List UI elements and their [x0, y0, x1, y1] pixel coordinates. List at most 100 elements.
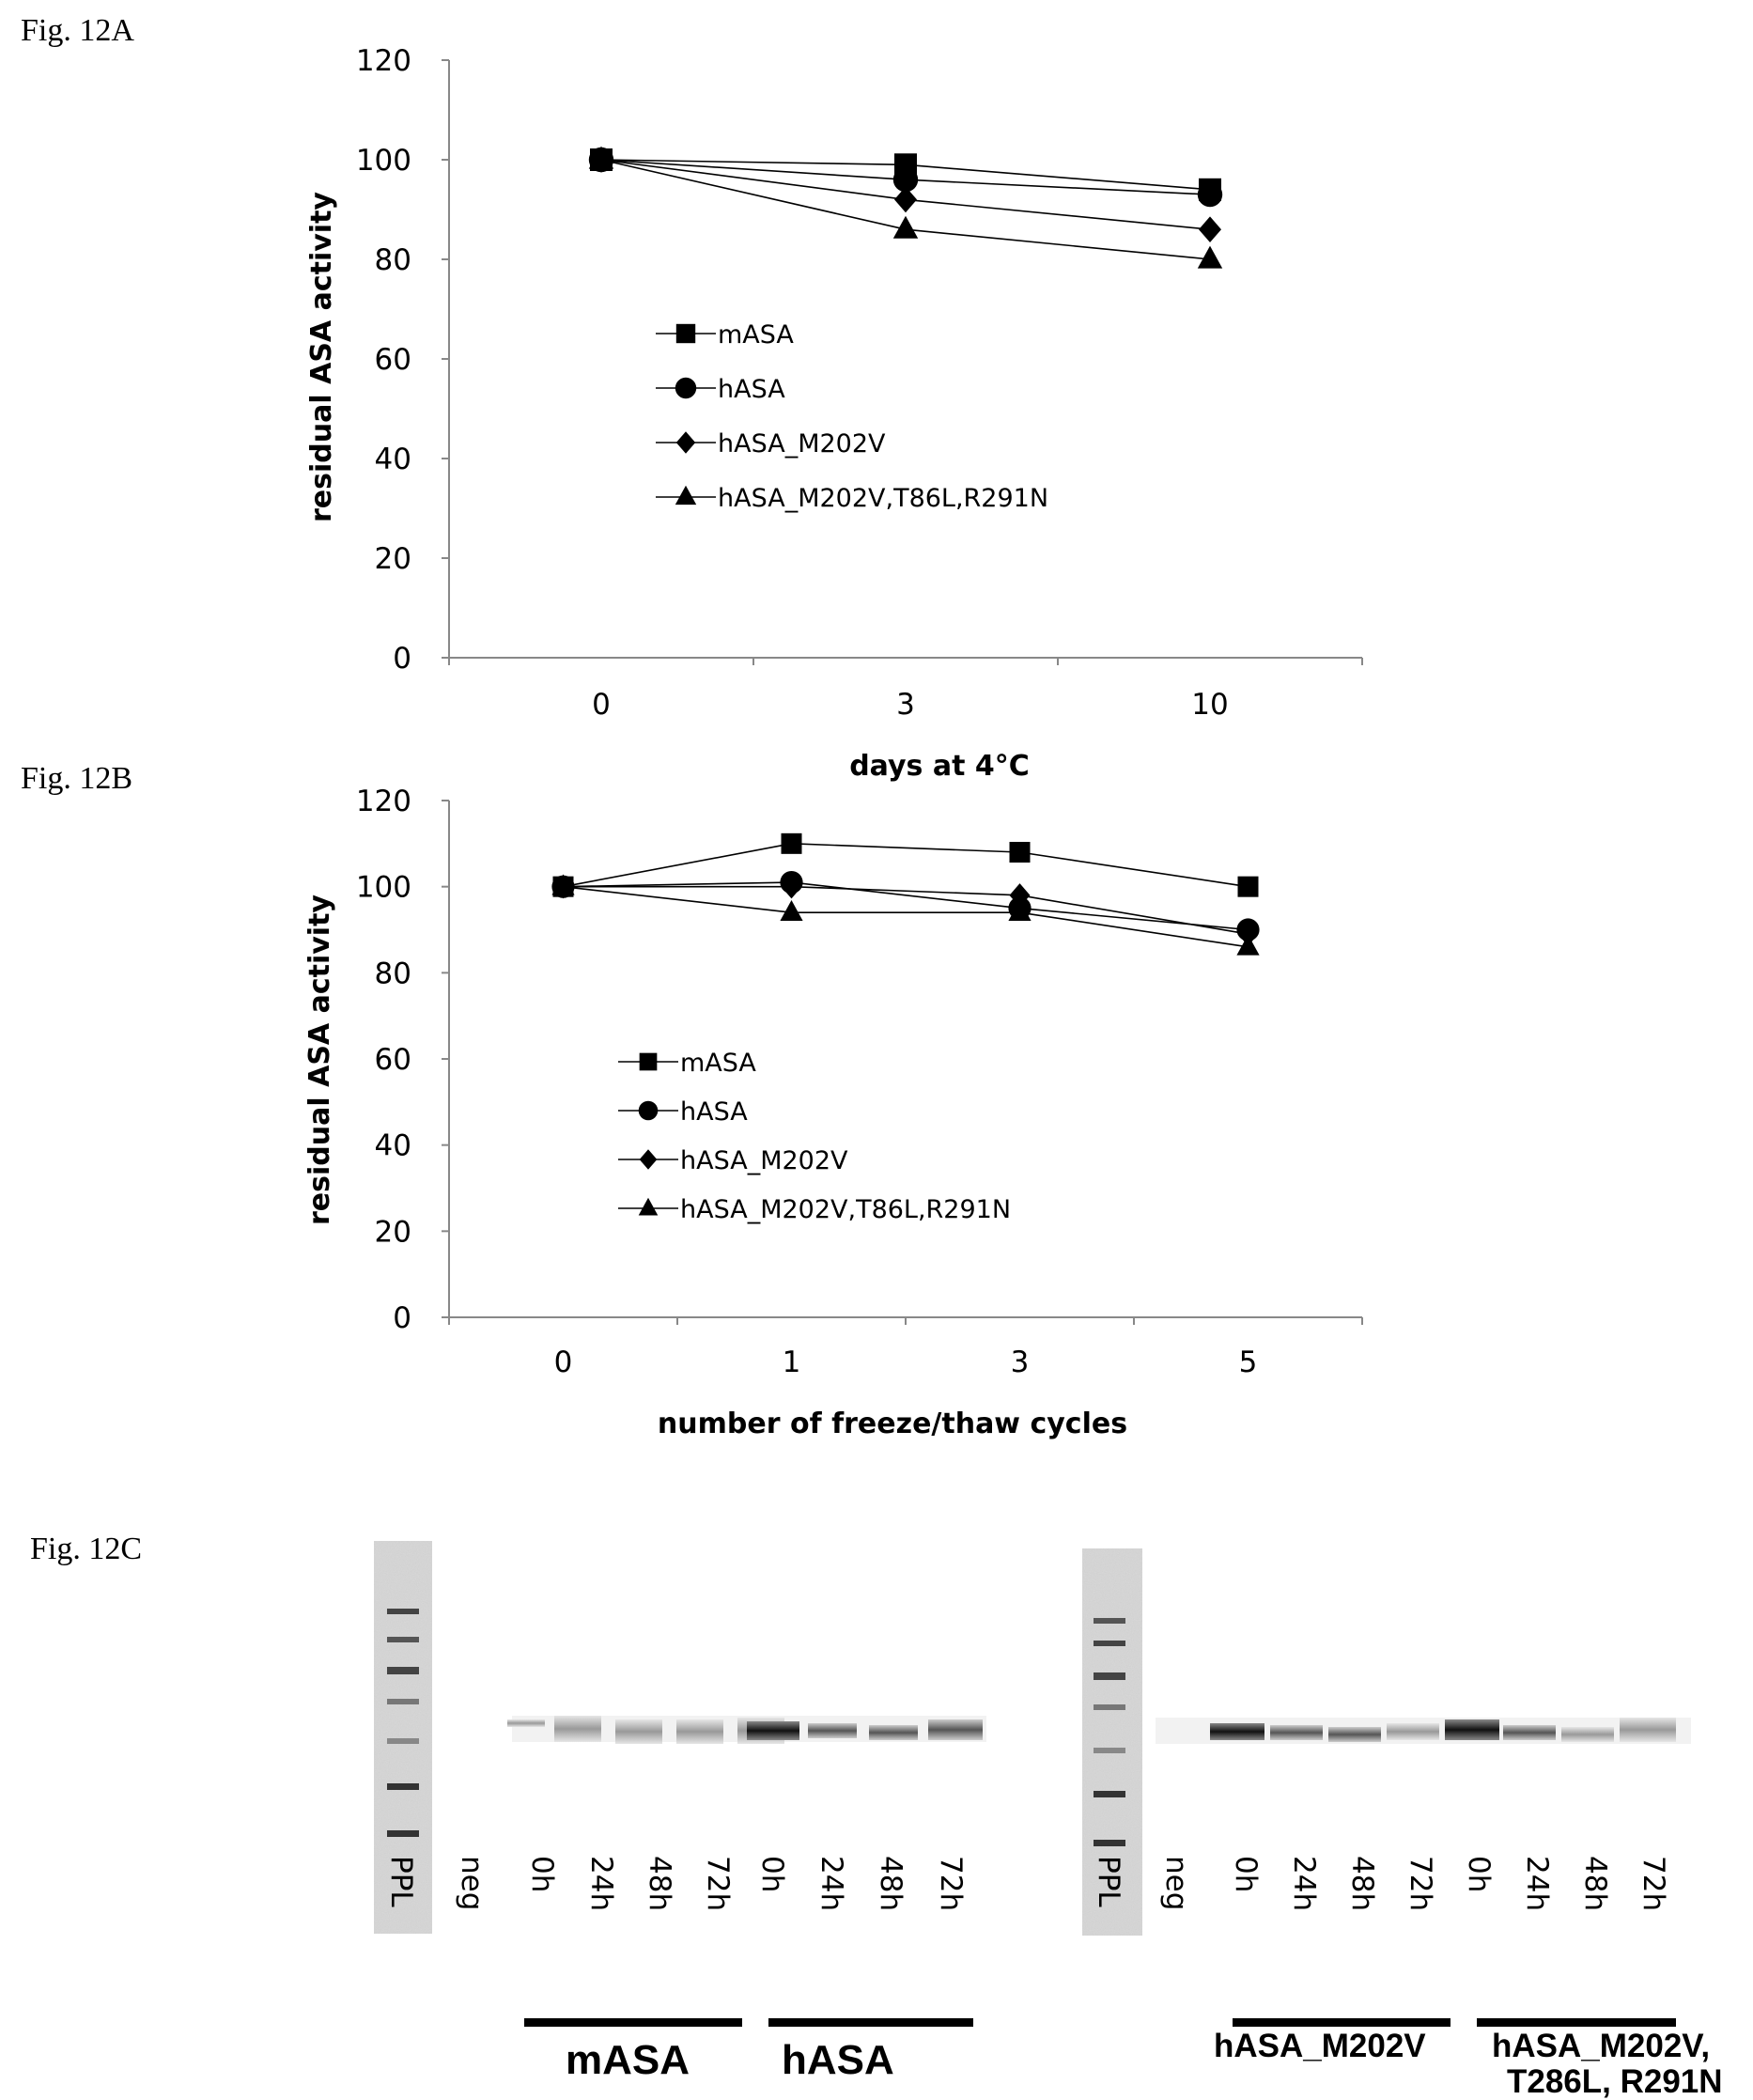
ladder-lane-left	[374, 1541, 432, 1934]
group-label-hasa-m202v: hASA_M202V	[1214, 2028, 1426, 2064]
y-tick-label: 120	[356, 44, 411, 78]
y-axis-label: residual ASA activity	[303, 894, 336, 1225]
lane-label: PPL	[384, 1856, 418, 1907]
data-point	[588, 146, 614, 169]
group-bar-hasa	[768, 2018, 973, 2027]
lane-label: 48h	[1345, 1856, 1379, 1912]
legend-marker	[638, 1197, 659, 1216]
y-axis-label: residual ASA activity	[305, 192, 338, 522]
y-tick-label: 100	[356, 871, 411, 905]
figure-label-12b: Fig. 12B	[21, 761, 133, 796]
x-axis-label: days at 4°C	[849, 750, 1030, 783]
lane-label: 72h	[1404, 1856, 1437, 1912]
lane-label: 72h	[1637, 1856, 1670, 1912]
data-point	[781, 875, 802, 899]
x-tick-label: 1	[783, 1346, 801, 1379]
lane-label: 48h	[1578, 1856, 1612, 1912]
legend-marker	[675, 323, 696, 344]
lane-label: neg	[1159, 1856, 1193, 1911]
x-tick-label: 3	[896, 688, 915, 722]
lane-label: 72h	[701, 1856, 735, 1912]
series-line	[563, 885, 1249, 948]
x-tick-label: 3	[1011, 1346, 1030, 1379]
y-tick-label: 0	[393, 642, 411, 676]
legend-marker	[675, 431, 696, 454]
data-point	[894, 186, 917, 213]
y-tick-label: 60	[375, 1043, 411, 1077]
x-tick-label: 5	[1239, 1346, 1258, 1379]
legend-label: hASA_M202V	[680, 1146, 848, 1175]
group-bar-hasa-m202v-t286l-r291n	[1477, 2018, 1676, 2027]
figure-label-12a: Fig. 12A	[21, 13, 134, 48]
group-label-masa: mASA	[566, 2037, 690, 2083]
y-tick-label: 80	[375, 243, 411, 277]
data-point	[1008, 899, 1032, 921]
y-tick-label: 100	[356, 144, 411, 178]
data-point	[1197, 181, 1223, 208]
group-bar-masa	[524, 2018, 742, 2027]
data-point	[892, 167, 919, 193]
lane-label: 24h	[1287, 1856, 1321, 1912]
legend-label: hASA	[718, 375, 785, 404]
legend-marker	[675, 377, 697, 399]
data-point	[1236, 934, 1260, 956]
x-tick-label: 0	[592, 688, 611, 722]
group-label-hasa: hASA	[782, 2037, 894, 2083]
y-tick-label: 20	[375, 542, 411, 576]
legend-marker	[638, 1100, 659, 1121]
lane-label: 0h	[755, 1856, 789, 1893]
group-label-hasa-m202v-t286l-r291n-line1: hASA_M202V,	[1492, 2028, 1711, 2064]
x-tick-label: 10	[1191, 688, 1228, 722]
lane-label: 48h	[643, 1856, 676, 1912]
data-point	[1237, 876, 1259, 897]
legend-label: hASA_M202V,T86L,R291N	[680, 1195, 1011, 1224]
lane-label: 0h	[1229, 1856, 1263, 1893]
legend-label: mASA	[680, 1049, 756, 1078]
legend-marker	[675, 485, 697, 506]
figure-label-12c: Fig. 12C	[30, 1532, 143, 1566]
legend-marker	[639, 1052, 658, 1071]
data-point	[1197, 245, 1223, 269]
lane-label: 72h	[934, 1856, 968, 1912]
y-tick-label: 60	[375, 343, 411, 377]
data-point	[1009, 883, 1031, 908]
lane-label: 24h	[814, 1856, 848, 1912]
y-tick-label: 0	[393, 1301, 411, 1335]
x-axis-label: number of freeze/thaw cycles	[658, 1408, 1127, 1440]
series-line	[563, 843, 1249, 888]
lane-label: 24h	[584, 1856, 618, 1912]
data-point	[551, 874, 575, 895]
data-point	[1237, 922, 1259, 946]
legend-label: hASA	[680, 1097, 748, 1127]
series-line	[563, 881, 1249, 931]
y-tick-label: 40	[375, 1129, 411, 1163]
y-tick-label: 80	[375, 957, 411, 990]
group-bar-hasa-m202v	[1233, 2018, 1450, 2027]
x-tick-label: 0	[554, 1346, 573, 1379]
legend-marker	[639, 1149, 658, 1170]
legend-label: mASA	[718, 320, 794, 350]
data-point	[1009, 842, 1031, 863]
y-tick-label: 120	[356, 785, 411, 818]
data-point	[892, 215, 919, 239]
lane-label: 24h	[1520, 1856, 1554, 1912]
y-tick-label: 40	[375, 443, 411, 476]
lane-label: 48h	[874, 1856, 908, 1912]
series-line	[563, 885, 1249, 935]
data-point	[781, 832, 802, 854]
data-point	[780, 899, 803, 921]
lane-label: neg	[455, 1856, 489, 1911]
legend-label: hASA_M202V,T86L,R291N	[718, 484, 1048, 513]
group-label-hasa-m202v-t286l-r291n-line2: T286L, R291N	[1507, 2063, 1723, 2100]
y-tick-label: 20	[375, 1215, 411, 1249]
lane-label: 0h	[525, 1856, 559, 1893]
lane-label: 0h	[1462, 1856, 1496, 1893]
gel-bands-right	[1156, 1718, 1691, 1744]
lane-label: PPL	[1092, 1856, 1125, 1907]
gel-bands-left	[507, 1716, 986, 1744]
ladder-lane-right	[1082, 1548, 1142, 1936]
data-point	[1199, 216, 1221, 242]
legend-label: hASA_M202V	[718, 429, 886, 459]
